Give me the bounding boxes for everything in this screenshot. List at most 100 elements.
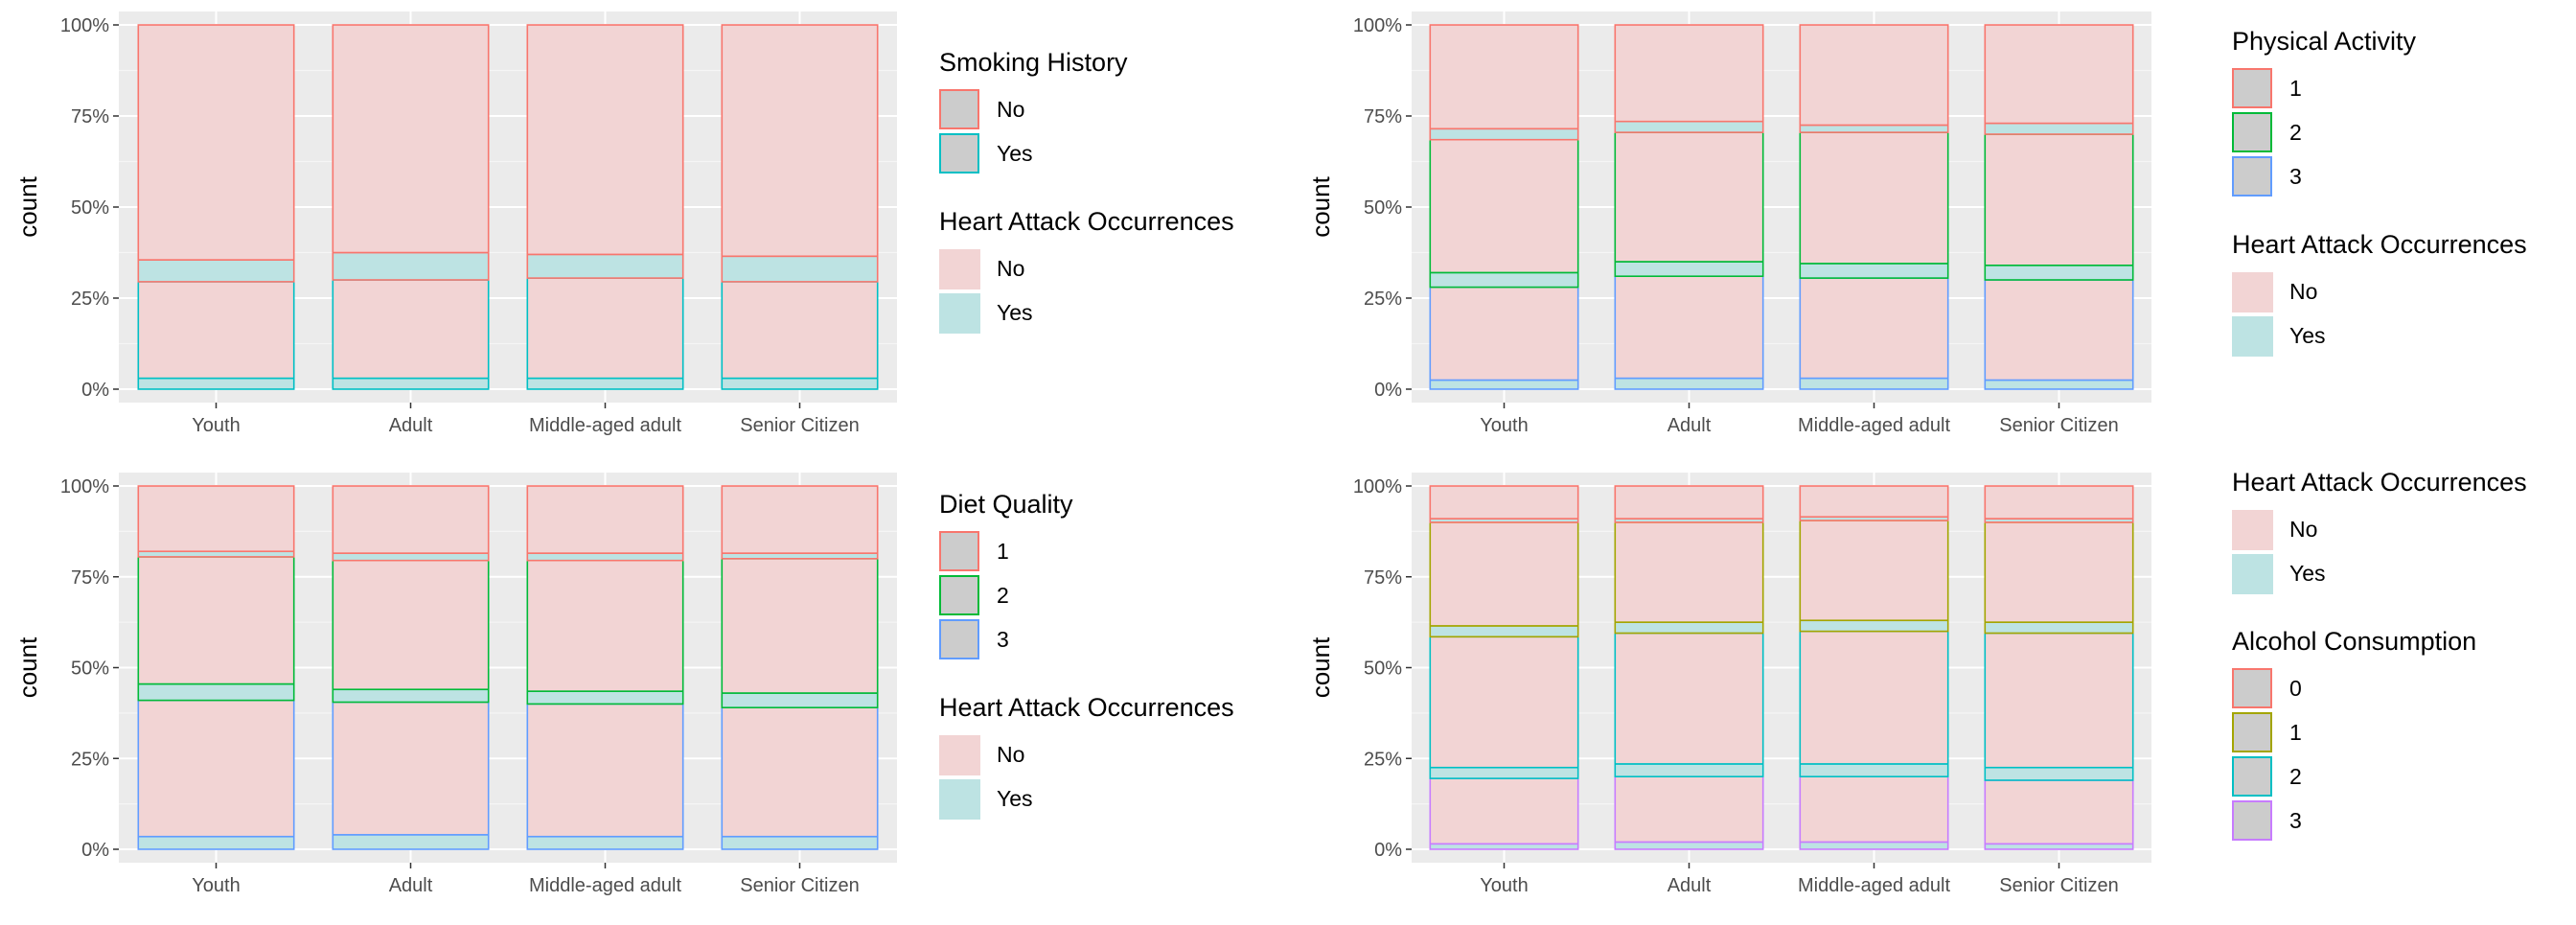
legend-key	[939, 531, 979, 571]
bar-segment	[1429, 521, 1579, 627]
y-tick-label: 0%	[81, 840, 109, 861]
legend-key	[939, 779, 980, 820]
legend-label: 1	[2289, 76, 2302, 101]
legend-label: Yes	[997, 786, 1033, 811]
bar-segment	[332, 834, 490, 850]
bar-segment	[721, 557, 879, 694]
bar-segment	[1614, 632, 1764, 765]
bar-segment	[1984, 24, 2134, 125]
x-tick-label: Senior Citizen	[1999, 415, 2119, 436]
legend-title: Smoking History	[939, 48, 1128, 77]
bar-segment	[721, 24, 879, 258]
bar-segment	[1614, 377, 1764, 390]
bar-segment	[1429, 271, 1579, 289]
legend-label: 2	[2289, 764, 2302, 789]
bar-segment	[1984, 843, 2134, 850]
y-tick-label: 75%	[1364, 567, 1402, 589]
bar-segment	[1614, 775, 1764, 844]
bar-segment	[332, 559, 490, 691]
y-tick-label: 0%	[1374, 380, 1402, 401]
legend-title: Diet Quality	[939, 490, 1073, 519]
legend-label: 1	[2289, 720, 2302, 745]
legend-label: 3	[2289, 164, 2302, 189]
bar-segment	[1799, 124, 1949, 133]
bar-segment	[137, 485, 295, 553]
y-tick-label: 50%	[1364, 659, 1402, 680]
bar-segment	[526, 24, 684, 256]
legend-key	[939, 89, 979, 129]
bar-segment	[526, 835, 684, 850]
bar-segment	[1614, 120, 1764, 133]
x-tick-label: Adult	[389, 875, 433, 896]
bar-segment	[137, 550, 295, 558]
legend-key	[2232, 554, 2273, 594]
bar-segment	[1799, 377, 1949, 390]
bar-segment	[1429, 127, 1579, 141]
bar-segment	[1799, 131, 1949, 265]
bar-segment	[1799, 24, 1949, 127]
fill-legend: Heart Attack Occurrences No Yes	[2232, 230, 2527, 357]
bar-segment	[526, 559, 684, 692]
bar-segment	[332, 24, 490, 254]
x-tick-label: Youth	[192, 875, 240, 896]
bar-segment	[137, 24, 295, 261]
bar-segment	[1429, 843, 1579, 850]
bar-segment	[1614, 24, 1764, 123]
y-tick-label: 50%	[71, 197, 109, 219]
y-tick-label: 50%	[1364, 197, 1402, 219]
bar-segment	[137, 835, 295, 850]
x-tick-label: Adult	[389, 415, 433, 436]
bar-segment	[1984, 264, 2134, 281]
bar-segment	[1799, 277, 1949, 380]
bar-segment	[721, 377, 879, 390]
bar-segment	[1799, 619, 1949, 633]
bar-segment	[1614, 763, 1764, 777]
legend-label: Yes	[997, 300, 1033, 325]
outline-legend: Alcohol Consumption 0 1 2 3	[2232, 627, 2476, 841]
bar-segment	[1429, 379, 1579, 390]
bar-segment	[332, 485, 490, 554]
y-tick-label: 100%	[60, 15, 109, 36]
y-tick-label: 100%	[60, 476, 109, 497]
legend-label: 3	[997, 627, 1009, 652]
bar-segment	[526, 552, 684, 562]
legend-title: Heart Attack Occurrences	[939, 207, 1234, 236]
bar-segment	[137, 281, 295, 380]
bar-segment	[137, 377, 295, 390]
bar-segment	[721, 552, 879, 560]
bar-segment	[1984, 379, 2134, 390]
bar-segment	[137, 259, 295, 283]
bar-segment	[1984, 779, 2134, 845]
y-tick-label: 25%	[1364, 289, 1402, 310]
bar-segment	[1429, 625, 1579, 638]
bar-segment	[1799, 775, 1949, 844]
bar-segment	[332, 688, 490, 704]
chart-panel-1: 0% 25% 50% 75% 100% Youth Adult Middle-aged adu…	[13, 12, 1234, 436]
legend-title: Heart Attack Occurrences	[939, 693, 1234, 722]
bar-segment	[1614, 621, 1764, 635]
bar-segment	[721, 255, 879, 283]
x-tick-label: Middle-aged adult	[1798, 875, 1950, 896]
legend-label: 1	[997, 539, 1009, 564]
bar-segment	[526, 703, 684, 838]
y-tick-label: 25%	[71, 289, 109, 310]
legend-key	[2232, 68, 2272, 108]
bar-segment	[721, 835, 879, 850]
legend-label: 2	[997, 583, 1009, 608]
y-tick-label: 50%	[71, 659, 109, 680]
legend-key	[2232, 316, 2273, 357]
outline-legend: Diet Quality 1 2 3	[939, 490, 1073, 659]
legend-label: Yes	[997, 141, 1033, 166]
legend-label: 2	[2289, 120, 2302, 145]
y-tick-label: 25%	[71, 749, 109, 770]
y-axis-title: count	[13, 175, 42, 237]
legend-label: No	[997, 256, 1024, 281]
legend-key	[939, 293, 980, 334]
bar-segment	[332, 279, 490, 380]
legend-title: Heart Attack Occurrences	[2232, 468, 2527, 497]
y-axis-title: count	[1306, 636, 1335, 698]
x-tick-label: Senior Citizen	[740, 415, 860, 436]
fill-legend: Heart Attack Occurrences No Yes	[2232, 468, 2527, 594]
bar-segment	[526, 277, 684, 380]
